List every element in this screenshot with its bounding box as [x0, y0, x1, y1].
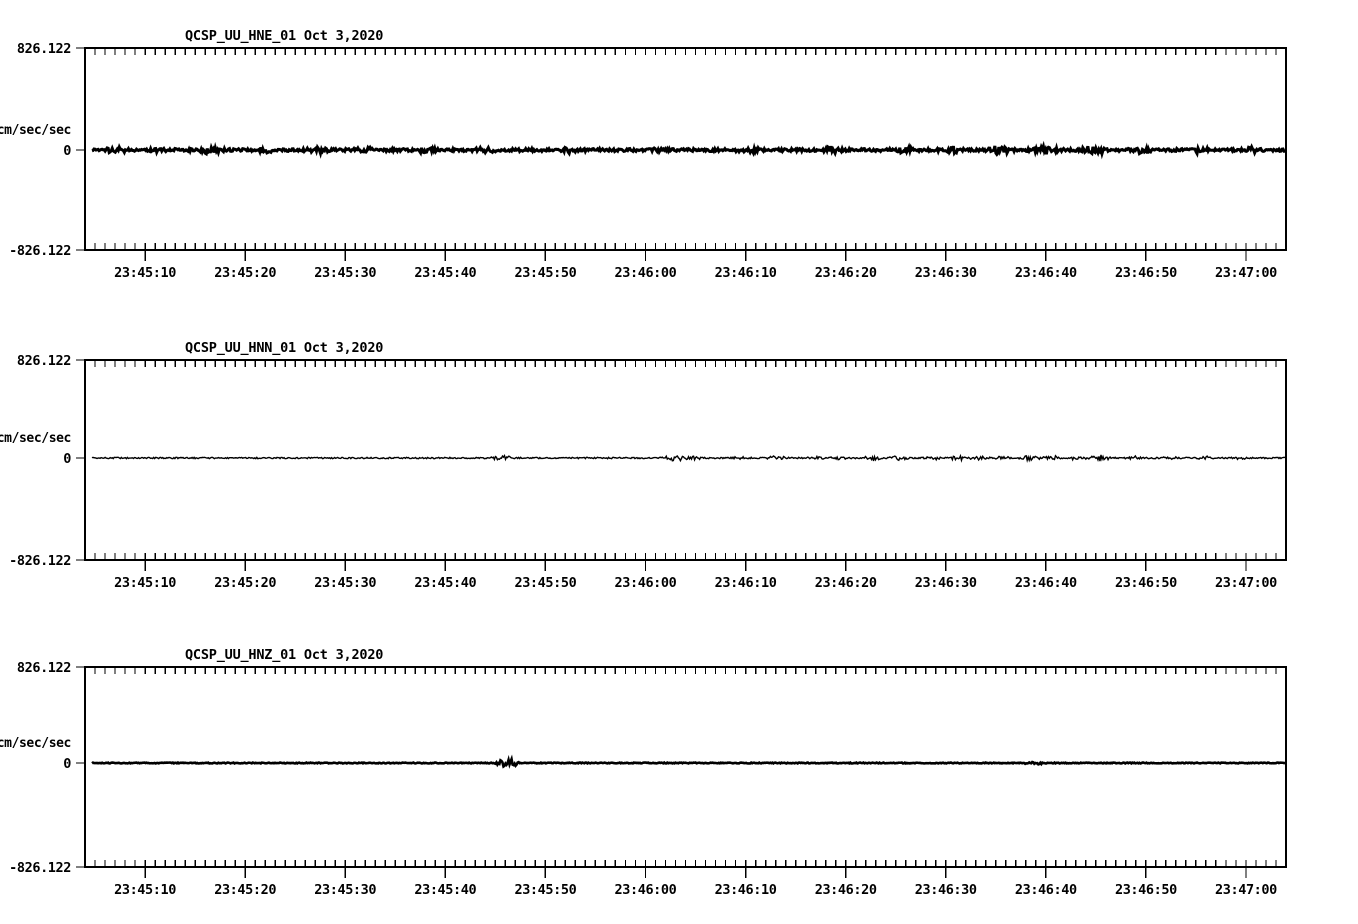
x-axis-tick-label: 23:45:10: [114, 882, 176, 898]
x-axis-tick-label: 23:45:30: [314, 265, 376, 281]
x-axis-tick-label: 23:46:50: [1115, 575, 1177, 591]
x-axis-tick-label: 23:46:00: [615, 265, 677, 281]
plot-frame: [84, 359, 1287, 561]
x-axis-tick-label: 23:45:10: [114, 575, 176, 591]
y-axis-max-label: 826.122: [17, 41, 71, 57]
x-axis-tick-label: 23:46:20: [815, 575, 877, 591]
y-axis-min-label: -826.122: [9, 243, 71, 259]
x-axis-tick-label: 23:46:10: [715, 265, 777, 281]
y-axis-zero-label: 0: [63, 451, 71, 467]
x-axis-tick-label: 23:45:50: [514, 882, 576, 898]
plot-frame: [84, 666, 1287, 868]
x-axis-tick-label: 23:45:20: [214, 882, 276, 898]
x-axis-tick-label: 23:46:20: [815, 265, 877, 281]
waveform-trace: [91, 453, 1286, 464]
y-axis-units-label: cm/sec/sec: [0, 123, 71, 138]
y-axis-min-label: -826.122: [9, 553, 71, 569]
x-axis-tick-label: 23:45:40: [414, 882, 476, 898]
x-axis-tick-label: 23:46:30: [915, 575, 977, 591]
y-axis-units-label: cm/sec/sec: [0, 736, 71, 751]
x-axis-tick-label: 23:47:00: [1215, 265, 1277, 281]
y-axis-min-label: -826.122: [9, 860, 71, 876]
x-axis-tick-label: 23:45:40: [414, 265, 476, 281]
y-axis-zero-label: 0: [63, 756, 71, 772]
x-axis-tick-label: 23:46:00: [615, 882, 677, 898]
seismogram-panel: 826.122 0 -826.122 cm/sec/sec QCSP_UU_HNN_01…: [0, 340, 1287, 591]
waveform-trace: [91, 140, 1286, 160]
x-axis-tick-label: 23:47:00: [1215, 882, 1277, 898]
x-axis-tick-label: 23:46:10: [715, 575, 777, 591]
x-axis-tick-label: 23:46:20: [815, 882, 877, 898]
y-axis-zero-label: 0: [63, 143, 71, 159]
y-axis-units-label: cm/sec/sec: [0, 431, 71, 446]
panel-title: QCSP_UU_HNZ_01 Oct 3,2020: [185, 647, 383, 663]
x-axis-tick-label: 23:46:00: [615, 575, 677, 591]
x-axis-tick-label: 23:45:20: [214, 265, 276, 281]
x-axis-tick-label: 23:46:50: [1115, 882, 1177, 898]
x-axis-tick-label: 23:45:10: [114, 265, 176, 281]
x-axis-tick-label: 23:45:30: [314, 575, 376, 591]
plot-frame: [84, 47, 1287, 251]
x-axis-tick-label: 23:45:20: [214, 575, 276, 591]
y-axis-max-label: 826.122: [17, 353, 71, 369]
x-axis-tick-label: 23:46:10: [715, 882, 777, 898]
waveform-trace: [91, 754, 1286, 769]
x-axis-tick-label: 23:46:50: [1115, 265, 1177, 281]
x-axis-tick-label: 23:45:50: [514, 575, 576, 591]
x-axis-tick-label: 23:46:40: [1015, 575, 1077, 591]
x-axis-tick-label: 23:46:30: [915, 265, 977, 281]
x-axis-tick-label: 23:45:40: [414, 575, 476, 591]
x-axis-tick-label: 23:45:50: [514, 265, 576, 281]
x-axis-tick-label: 23:46:40: [1015, 882, 1077, 898]
x-axis-tick-label: 23:47:00: [1215, 575, 1277, 591]
y-axis-max-label: 826.122: [17, 660, 71, 676]
x-axis-tick-label: 23:46:30: [915, 882, 977, 898]
seismogram-panel: 826.122 0 -826.122 cm/sec/sec QCSP_UU_HNE_01…: [0, 0, 1358, 295]
x-axis-tick-label: 23:45:30: [314, 882, 376, 898]
x-axis-tick-label: 23:46:40: [1015, 265, 1077, 281]
panel-title: QCSP_UU_HNN_01 Oct 3,2020: [185, 340, 383, 356]
panel-title: QCSP_UU_HNE_01 Oct 3,2020: [185, 28, 383, 44]
